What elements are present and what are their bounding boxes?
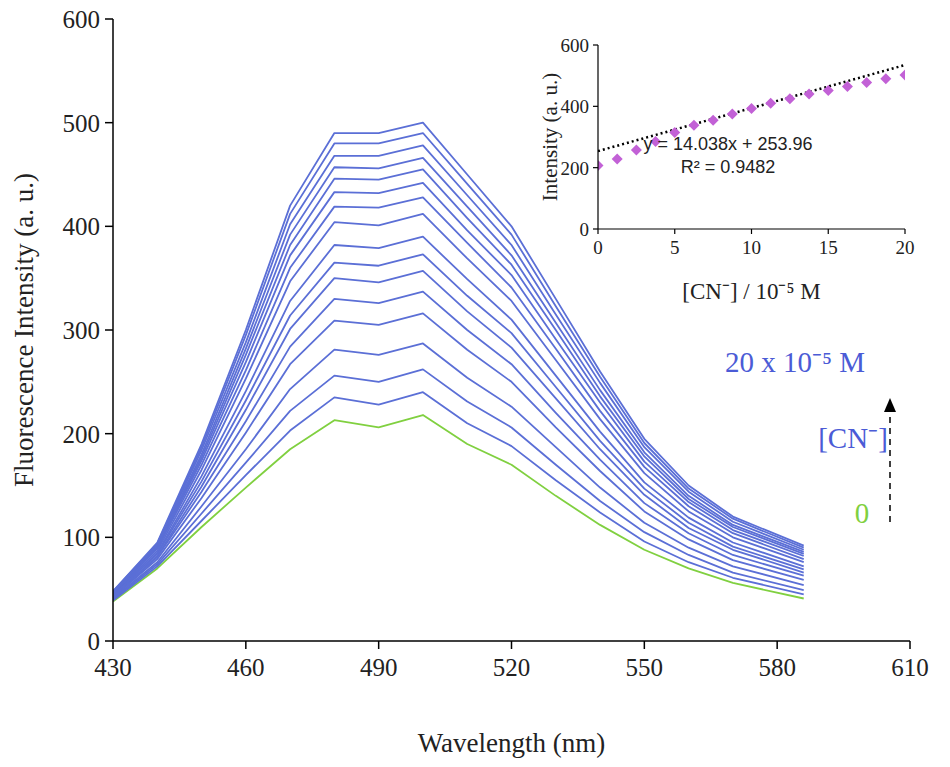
x-tick [378,641,380,649]
inset-point [804,89,815,100]
inset-annotation: R² = 0.9482 [681,157,776,177]
inset-y-tick-label: 600 [561,35,590,56]
inset-x-tick-label: 5 [670,237,680,258]
y-tick-label: 0 [88,628,101,655]
inset-y-axis [597,45,598,229]
inset-point [688,120,699,131]
x-tick-label: 610 [891,654,929,681]
inset-x-tick-label: 20 [896,237,915,258]
annotation: [CN⁻] [818,422,888,454]
inset-point [842,81,853,92]
y-tick [105,329,113,331]
inset-point [631,144,642,155]
inset-y-tick [593,106,598,107]
background [0,0,950,767]
x-tick [776,641,778,649]
inset-y-tick [593,44,598,45]
y-tick [105,226,113,228]
inset-x-tick [751,229,752,234]
inset-y-tick-label: 400 [561,96,590,117]
inset-point [880,73,891,84]
chart: 4304604905205505806100100200300400500600… [0,0,950,767]
inset-y-tick [593,228,598,229]
y-tick-label: 300 [63,317,101,344]
inset-annotation: y = 14.038x + 253.96 [643,134,812,154]
y-axis-title: Fluorescence Intensity (a. u.) [9,173,39,487]
spectrum-line [113,292,804,598]
x-tick [511,641,513,649]
inset-x-axis-title: [CN⁻] / 10⁻⁵ M [682,279,820,304]
inset-plot-area [598,65,905,171]
spectrum-line [113,145,804,592]
inset-x-tick [828,229,829,234]
inset-y-tick [593,167,598,168]
inset-point [727,109,738,120]
x-tick-label: 490 [360,654,398,681]
inset-x-tick-label: 15 [819,237,838,258]
annotation: 20 x 10⁻⁵ M [725,346,865,378]
x-axis-title: Wavelength (nm) [418,728,606,758]
inset-point [765,98,776,109]
y-tick-label: 500 [63,110,101,137]
inset-x-tick [597,229,598,234]
spectrum-line [113,197,804,593]
x-tick [245,641,247,649]
plot-area [113,123,804,602]
x-tick-label: 520 [493,654,531,681]
x-tick-label: 430 [94,654,132,681]
x-tick-label: 580 [758,654,796,681]
inset-x-tick-label: 0 [593,237,603,258]
y-tick-label: 400 [63,213,101,240]
inset-x-tick [904,229,905,234]
y-tick [105,433,113,435]
x-tick-label: 460 [227,654,265,681]
y-tick-label: 100 [63,524,101,551]
spectrum-line [113,169,804,593]
y-tick-label: 200 [63,421,101,448]
y-tick-label: 600 [63,6,101,33]
spectrum-line [113,123,804,592]
inset-x-tick [674,229,675,234]
spectrum-line [113,343,804,598]
x-tick [644,641,646,649]
arrow-shaft [889,408,891,522]
inset-point [784,93,795,104]
spectrum-line [113,183,804,594]
annotation: 0 [855,497,870,529]
y-tick [105,122,113,124]
inset-point [900,70,906,81]
y-tick [105,537,113,539]
inset-point [746,103,757,114]
inset-point [598,160,604,171]
x-tick [112,641,114,649]
spectrum-line [113,158,804,592]
inset-point [612,154,623,165]
x-tick-label: 550 [626,654,664,681]
inset-y-tick-label: 200 [561,158,590,179]
x-tick [909,641,911,649]
inset-y-tick-label: 0 [580,219,590,240]
inset-point [708,115,719,126]
y-tick [105,640,113,642]
y-tick [105,18,113,20]
inset-x-tick-label: 10 [742,237,761,258]
inset-y-axis-title: Intensity (a. u.) [538,73,562,201]
inset-point [823,85,834,96]
inset-point [861,77,872,88]
arrow-head [884,398,896,412]
spectrum-line [113,133,804,591]
